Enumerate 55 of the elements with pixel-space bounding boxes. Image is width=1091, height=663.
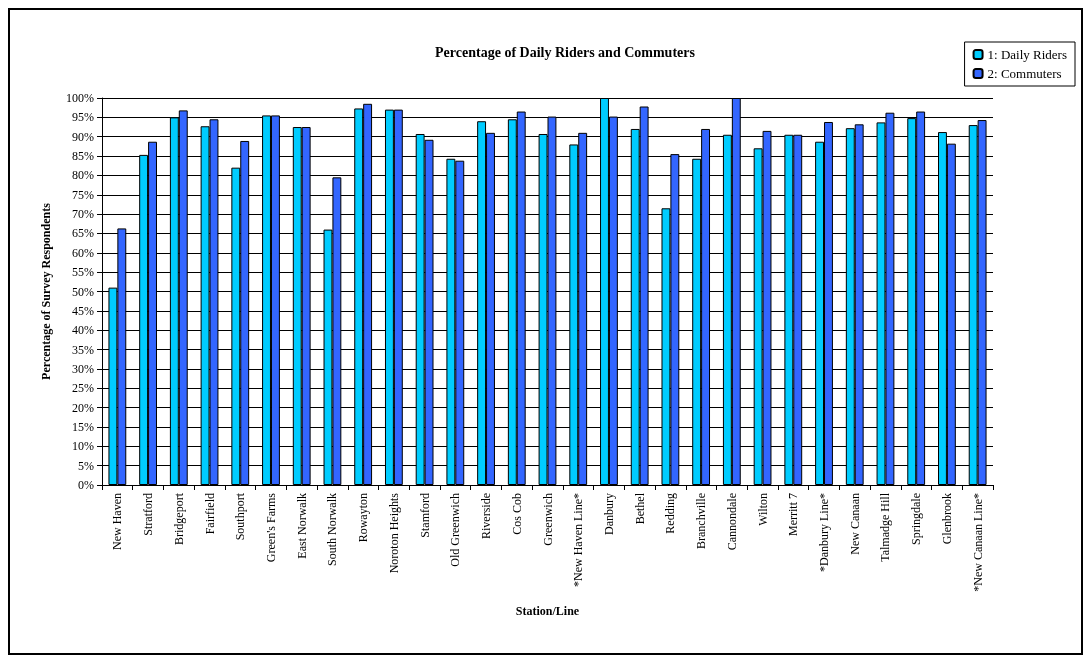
x-tick-label: Springdale: [909, 493, 924, 545]
y-tick-label: 40%: [72, 323, 94, 338]
x-tick-label: Old Greenwich: [448, 493, 463, 567]
x-tick-label: Bethel: [632, 492, 647, 525]
x-tick-label: Noroton Heights: [386, 492, 401, 574]
y-tick-label: 20%: [72, 400, 94, 415]
y-tick-label: 25%: [72, 381, 94, 396]
x-tick-label: Wilton: [755, 493, 770, 526]
x-axis-title: Station/Line: [515, 604, 580, 618]
y-tick-label: 5%: [78, 458, 94, 473]
x-tick-label: New Canaan: [847, 493, 862, 555]
y-axis-title: Percentage of Survey Respondents: [39, 202, 53, 380]
x-tick-label: Merritt 7: [786, 493, 801, 536]
x-tick-label: *Danbury Line*: [817, 493, 832, 572]
y-tick-label: 50%: [72, 284, 94, 299]
x-tick-label: Green's Farms: [263, 492, 278, 563]
y-tick-label: 45%: [72, 303, 94, 318]
y-tick-label: 0%: [78, 478, 94, 492]
y-tick-label: 75%: [72, 187, 94, 202]
x-tick-label: Rowayton: [356, 493, 371, 543]
y-tick-label: 55%: [72, 265, 94, 280]
x-tick-label: New Haven: [110, 493, 125, 550]
x-tick-label: Redding: [663, 493, 678, 534]
y-tick-label: 60%: [72, 245, 94, 260]
legend-label: 2: Commuters: [987, 66, 1062, 81]
y-tick-label: 10%: [72, 439, 94, 454]
chart-title: Percentage of Daily Riders and Commuters: [435, 44, 696, 60]
x-tick-label: Riverside: [479, 493, 494, 539]
y-tick-label: 90%: [72, 129, 94, 144]
y-tick-label: 65%: [72, 226, 94, 241]
y-tick-label: 70%: [72, 207, 94, 222]
x-tick-label: South Norwalk: [325, 493, 340, 566]
x-tick-label: Cos Cob: [509, 493, 524, 535]
y-tick-label: 80%: [72, 168, 94, 183]
x-tick-label: *New Canaan Line*: [970, 493, 985, 592]
y-tick-label: 30%: [72, 361, 94, 376]
x-tick-label: *New Haven Line*: [571, 493, 586, 587]
x-tick-label: Talmadge Hill: [878, 492, 893, 562]
x-tick-label: Glenbrook: [939, 493, 954, 545]
x-tick-label: Cannondale: [724, 493, 739, 551]
x-tick-label: Branchville: [694, 493, 709, 549]
x-tick-label: East Norwalk: [294, 493, 309, 559]
x-tick-label: Bridgeport: [171, 492, 186, 545]
legend-label: 1: Daily Riders: [987, 47, 1067, 62]
x-tick-label: Stratford: [141, 493, 156, 536]
x-tick-label: Southport: [233, 492, 248, 541]
y-tick-label: 85%: [72, 149, 94, 164]
y-tick-label: 35%: [72, 342, 94, 357]
x-tick-label: Stamford: [417, 493, 432, 538]
y-tick-label: 15%: [72, 419, 94, 434]
y-tick-label: 100%: [66, 91, 94, 105]
y-tick-label: 95%: [72, 110, 94, 125]
x-tick-label: Fairfield: [202, 493, 217, 535]
x-tick-label: Danbury: [601, 493, 616, 535]
x-tick-label: Greenwich: [540, 493, 555, 546]
